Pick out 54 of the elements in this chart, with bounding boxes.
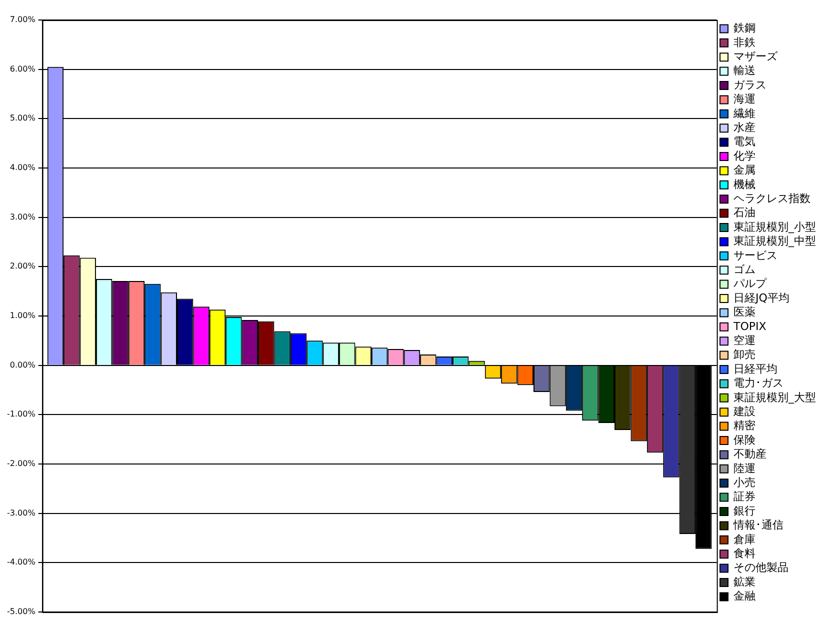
legend-label: 非鉄 [734,36,756,49]
legend-label: 銀行 [734,504,756,518]
y-tick-label: -4.00% [6,558,36,567]
legend-label: 機械 [734,178,756,191]
legend-label: 日経JQ平均 [734,291,790,304]
legend-label: 輸送 [734,64,756,78]
y-tick-label: 7.00% [10,15,36,24]
legend-label: 繊維 [732,106,756,120]
legend-label: 金属 [734,164,756,177]
legend-label: 陸運 [734,462,756,475]
y-tick-label: -5.00% [6,607,36,616]
y-tick-label: -1.00% [6,410,36,419]
legend-label: 東証規模別_大型 [734,390,816,404]
legend-label: 電力･ガス [734,376,784,390]
legend-label: 小売 [734,476,756,489]
legend-label: ガラス [734,78,766,92]
legend-label: 海運 [734,92,756,106]
legend-label: 鉄鋼 [734,22,756,35]
legend-label: ゴム [734,262,756,276]
y-tick-label: 3.00% [10,212,36,222]
legend-label: パルプ [732,277,768,290]
legend-label: 金融 [734,590,756,603]
legend-label: 証券 [734,490,756,504]
legend-label: 空運 [734,334,756,347]
legend-label: 化学 [734,149,756,162]
legend-label: マザーズ [734,50,778,63]
legend-label: 石油 [734,206,756,220]
legend-label: 電気 [734,135,756,148]
legend-label: 建設 [732,404,756,418]
legend-label: 水産 [734,120,756,134]
legend-label: その他製品 [734,561,788,574]
legend-label: TOPIX [732,320,767,333]
y-tick-label: -2.00% [6,459,36,468]
legend-label: 食料 [734,546,756,560]
legend-label: 情報･通信 [732,518,784,532]
y-tick-label: 5.00% [10,114,36,123]
y-tick-label: 6.00% [10,64,36,74]
legend-label: サービス [734,248,778,262]
legend-label: 医薬 [734,306,756,319]
y-tick-label: 1.00% [10,311,36,320]
legend-label: 日経平均 [734,362,778,376]
legend-label: 不動産 [734,448,766,461]
y-tick-label: 4.00% [10,163,36,172]
legend-label: 保険 [734,433,756,446]
legend-label: 鉱業 [734,575,756,588]
y-tick-label: -3.00% [6,508,36,518]
legend-label: 精密 [734,419,756,432]
legend-label: 卸売 [734,348,756,362]
legend-label: ヘラクレス指数 [734,192,810,205]
legend-label: 東証規模別_中型 [734,234,816,248]
y-tick-label: 0.00% [10,360,36,370]
legend-label: 倉庫 [734,532,756,546]
legend-label: 東証規模別_小型 [734,220,816,234]
y-tick-label: 2.00% [10,262,36,271]
